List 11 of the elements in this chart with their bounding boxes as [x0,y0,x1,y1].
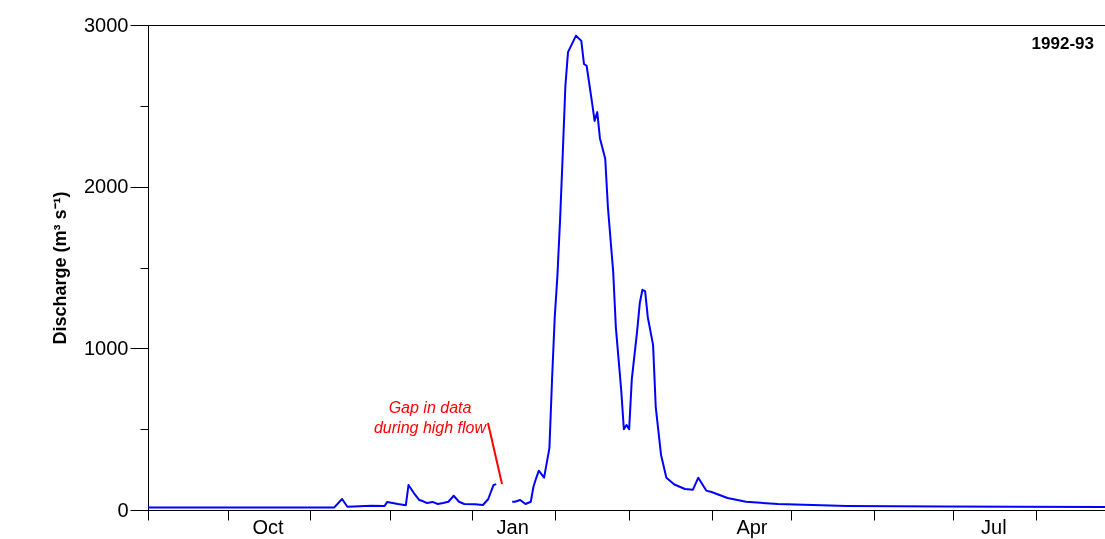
y-tick-label: 1000 [84,336,129,359]
y-tick-label: 3000 [84,13,129,36]
x-tick-label: Oct [252,515,285,538]
y-tick-label: 2000 [84,175,129,198]
y-tick-label: 0 [117,498,129,521]
annotation: Gap in data during high flow [373,399,488,436]
text: 1992-93 [1031,34,1094,53]
x-tick-label: Jul [981,515,1007,538]
x-tick-label: Apr [736,515,768,538]
x-tick-label: Jan [496,515,529,538]
y-axis-title: Discharge (m³ s⁻¹) [50,191,71,345]
